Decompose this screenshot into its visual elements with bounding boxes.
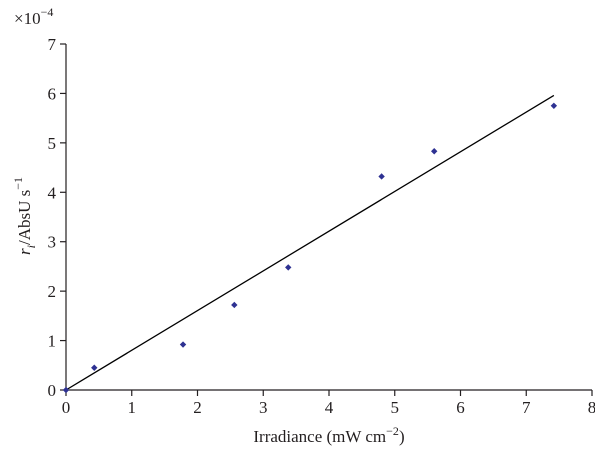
x-tick-label: 8 xyxy=(588,398,595,417)
y-tick-label: 7 xyxy=(48,35,57,54)
y-tick-label: 5 xyxy=(48,134,57,153)
axis-ticks: 0 1 2 3 4 5 6 7 0 1 2 3 4 5 6 7 8 xyxy=(48,35,595,417)
y-multiplier-exp: −4 xyxy=(41,5,54,19)
x-tick-label: 3 xyxy=(259,398,268,417)
data-point xyxy=(62,386,70,394)
fit-line xyxy=(65,94,555,391)
fit-line-group xyxy=(65,94,555,391)
x-tick-label: 6 xyxy=(456,398,465,417)
x-tick-label: 2 xyxy=(193,398,202,417)
x-axis-title-close: ) xyxy=(399,427,405,446)
y-tick-label: 3 xyxy=(48,233,57,252)
x-tick-label: 0 xyxy=(62,398,71,417)
x-axis-title-exp: −2 xyxy=(386,424,399,438)
x-axis-title-text: Irradiance (mW cm xyxy=(253,427,386,446)
y-tick-label: 4 xyxy=(48,183,57,202)
data-point xyxy=(378,173,385,180)
y-axis-title-sub: i xyxy=(24,245,38,248)
data-point xyxy=(285,264,292,271)
y-tick-label: 2 xyxy=(48,282,57,301)
y-tick-label: 6 xyxy=(48,84,57,103)
y-multiplier-base: ×10 xyxy=(14,9,41,28)
y-tick-label: 1 xyxy=(48,332,57,351)
y-multiplier: ×10−4 xyxy=(14,5,53,28)
data-point xyxy=(91,364,98,371)
x-tick-label: 4 xyxy=(325,398,334,417)
data-point xyxy=(231,301,238,309)
data-point xyxy=(179,341,187,348)
x-tick-label: 7 xyxy=(522,398,531,417)
data-point xyxy=(431,148,438,155)
y-axis-title: ri/AbsU s−1 xyxy=(11,177,38,255)
data-points xyxy=(62,102,558,394)
x-tick-label: 5 xyxy=(391,398,400,417)
x-axis-title: Irradiance (mW cm−2) xyxy=(253,424,404,446)
plot-axes xyxy=(65,44,592,391)
x-tick-label: 1 xyxy=(128,398,137,417)
y-tick-label: 0 xyxy=(48,381,57,400)
y-axis-title-text: /AbsU s xyxy=(15,190,34,245)
y-axis-title-var: r xyxy=(15,248,34,255)
y-axis-title-exp: −1 xyxy=(11,177,25,190)
data-point xyxy=(550,102,558,109)
